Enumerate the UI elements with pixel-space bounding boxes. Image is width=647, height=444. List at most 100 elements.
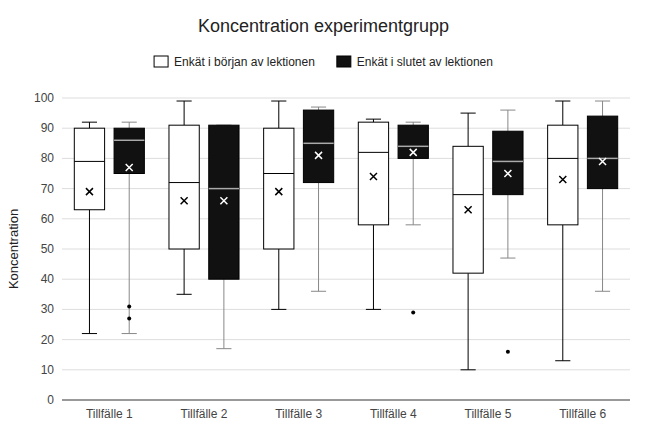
whisker-low: [373, 225, 374, 310]
y-tick-label: 30: [41, 302, 55, 316]
whisker-low: [223, 279, 224, 348]
marks: [74, 101, 617, 370]
median: [74, 161, 104, 162]
mean-marker: [370, 173, 377, 180]
chart-container: Koncentration experimentgrupp01020304050…: [0, 0, 647, 444]
mean-marker: [465, 206, 472, 213]
grid-line: [62, 128, 630, 129]
flier: [411, 310, 415, 314]
x-tick-label: Tillfälle 4: [370, 407, 417, 421]
cap-high: [122, 122, 137, 123]
median: [493, 161, 523, 163]
cap-high: [555, 101, 570, 102]
whisker-high: [184, 101, 185, 125]
box-series: [114, 101, 618, 354]
median: [114, 140, 144, 142]
median: [303, 143, 333, 145]
cap-low: [555, 360, 570, 361]
cap-high: [311, 107, 326, 108]
mean-marker: [599, 158, 606, 165]
cap-high: [461, 113, 476, 114]
cap-high: [500, 110, 515, 111]
whisker-low: [278, 249, 279, 309]
mean-marker: [275, 188, 282, 195]
median: [264, 173, 294, 174]
cap-low: [122, 333, 137, 334]
grid: [62, 98, 630, 400]
whisker-high: [278, 101, 279, 128]
whisker-low: [184, 249, 185, 294]
whisker-high: [468, 113, 469, 146]
median: [587, 158, 617, 160]
cap-high: [366, 119, 381, 120]
flier: [127, 304, 131, 308]
flier: [127, 316, 131, 320]
x-tick-label: Tillfälle 5: [465, 407, 512, 421]
cap-high: [595, 101, 610, 102]
grid-line: [62, 339, 630, 340]
box: [493, 131, 523, 194]
median: [453, 194, 483, 195]
box: [264, 128, 294, 249]
cap-low: [461, 369, 476, 370]
cap-low: [406, 224, 421, 225]
box: [209, 125, 239, 279]
mean-marker: [410, 149, 417, 156]
whisker-high: [562, 101, 563, 125]
grid-line: [62, 309, 630, 310]
cap-low: [500, 258, 515, 259]
whisker-high: [602, 101, 603, 116]
median: [209, 188, 239, 190]
y-tick-label: 20: [41, 333, 55, 347]
legend: Enkät i början av lektionenEnkät i slute…: [154, 55, 493, 69]
legend-label: Enkät i början av lektionen: [174, 55, 315, 69]
x-tick-label: Tillfälle 2: [181, 407, 228, 421]
cap-low: [177, 294, 192, 295]
box-series: [74, 101, 578, 370]
box: [587, 116, 617, 188]
mean-marker: [86, 188, 93, 195]
grid-line: [62, 279, 630, 280]
box: [358, 122, 388, 225]
legend-swatch: [337, 56, 351, 67]
y-tick-label: 50: [41, 242, 55, 256]
x-axis-line: [62, 400, 630, 401]
cap-high: [406, 122, 421, 123]
cap-high: [177, 101, 192, 102]
box: [548, 125, 578, 225]
y-tick-label: 40: [41, 272, 55, 286]
box: [453, 146, 483, 273]
box: [74, 128, 104, 210]
box: [398, 125, 428, 158]
title: Koncentration experimentgrupp: [198, 16, 449, 36]
whisker-low: [468, 273, 469, 370]
y-tick-label: 60: [41, 212, 55, 226]
x-tick-label: Tillfälle 6: [559, 407, 606, 421]
y-tick-label: 90: [41, 121, 55, 135]
cap-low: [271, 309, 286, 310]
cap-low: [216, 348, 231, 349]
flier: [506, 350, 510, 354]
whisker-low: [89, 210, 90, 334]
grid-line: [62, 400, 630, 401]
cap-high: [271, 101, 286, 102]
whisker-low: [129, 174, 130, 334]
background: [0, 0, 647, 444]
y-tick-label: 80: [41, 151, 55, 165]
whisker-low: [562, 225, 563, 361]
median: [358, 152, 388, 153]
box: [114, 128, 144, 173]
mean-marker: [315, 152, 322, 159]
box: [169, 125, 199, 249]
legend-swatch: [154, 56, 168, 67]
whisker-high: [89, 122, 90, 128]
median: [169, 182, 199, 183]
y-axis-label: Koncentration: [6, 209, 21, 289]
grid-line: [62, 98, 630, 99]
grid-line: [62, 249, 630, 250]
y-tick-label: 10: [41, 363, 55, 377]
x-tick-label: Tillfälle 3: [275, 407, 322, 421]
whisker-low: [602, 189, 603, 292]
grid-line: [62, 158, 630, 159]
cap-low: [595, 291, 610, 292]
